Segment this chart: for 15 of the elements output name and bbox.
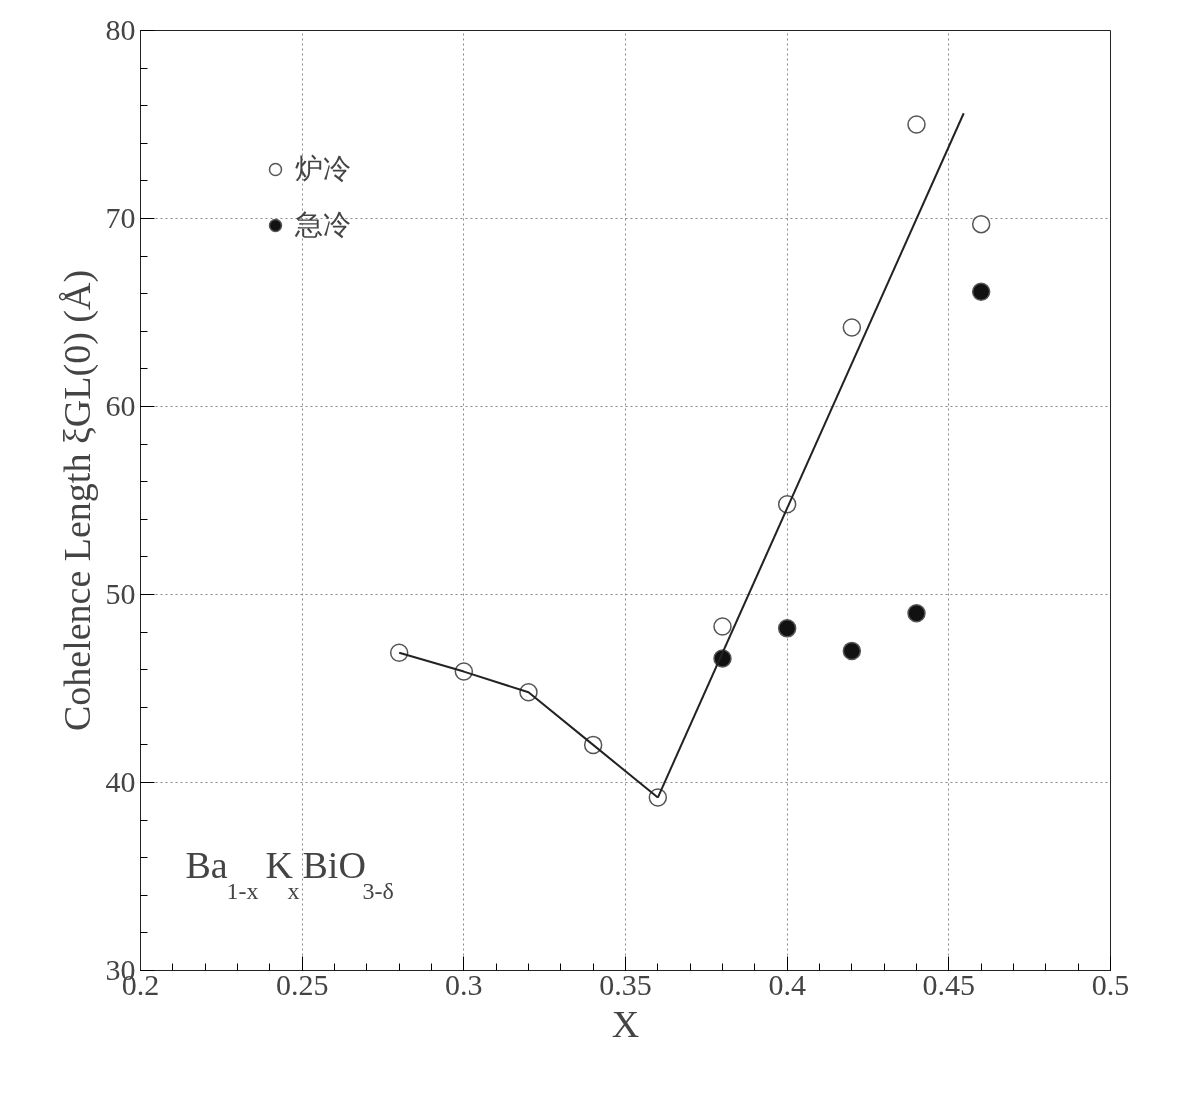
y-tick-label: 80 xyxy=(105,13,136,46)
x-tick-label: 0.3 xyxy=(445,967,483,1001)
x-tick-label: 0.25 xyxy=(275,967,329,1001)
legend-label: 急冷 xyxy=(295,207,351,243)
y-tick-label: 70 xyxy=(105,201,136,234)
x-tick-label: 0.4 xyxy=(768,967,806,1001)
y-tick-label: 40 xyxy=(105,765,136,798)
y-tick-label: 50 xyxy=(105,577,136,610)
y-axis-title: Cohelence Length ξGL(0) (Å) xyxy=(55,269,99,732)
x-tick-label: 0.45 xyxy=(922,967,976,1001)
x-tick-label: 0.35 xyxy=(599,967,652,1001)
legend-label: 炉冷 xyxy=(295,151,351,187)
x-tick-label: 0.5 xyxy=(1091,967,1130,1001)
y-tick-label: 60 xyxy=(105,389,136,422)
x-axis-title: X xyxy=(611,1002,640,1045)
